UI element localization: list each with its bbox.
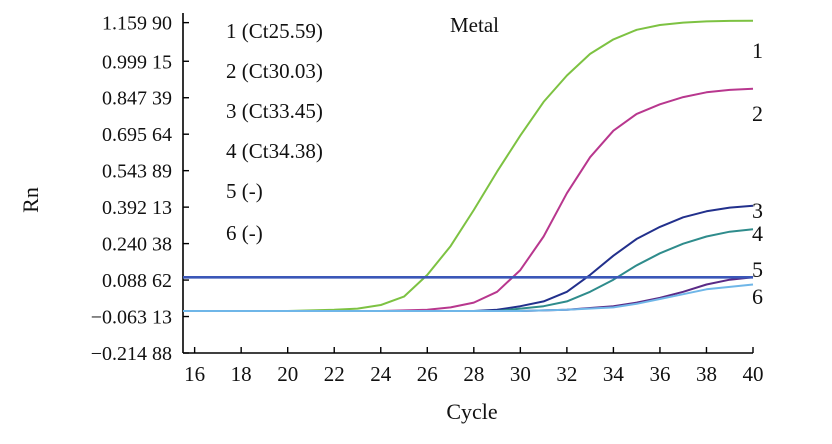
ticks-layer: 1.159 90 0.999 15 0.847 39 0.695 64 0.543 89…: [91, 13, 764, 386]
x-tick-label: 36: [649, 362, 670, 386]
y-axis-title: Rn: [18, 187, 43, 213]
x-tick-label: 22: [324, 362, 345, 386]
y-tick-label: 0.240 38: [102, 234, 172, 256]
x-tick-label: 28: [463, 362, 484, 386]
series-end-label: 6: [752, 284, 763, 309]
x-tick-label: 38: [696, 362, 717, 386]
x-tick-label: 34: [603, 362, 625, 386]
y-tick-label: 0.543 89: [102, 161, 172, 183]
series-end-label: 5: [752, 257, 763, 282]
y-tick-label: 0.392 13: [102, 197, 172, 219]
legend-entry: 4 (Ct34.38): [226, 139, 323, 163]
x-axis-title: Cycle: [446, 399, 497, 424]
series-line-2: [183, 87, 754, 312]
series-end-label: 1: [752, 38, 763, 63]
series-end-label: 4: [752, 221, 763, 246]
x-tick-label: 30: [510, 362, 531, 386]
series-end-label: 3: [752, 198, 763, 223]
series-line-4: [183, 228, 754, 312]
series-layer: [183, 19, 754, 312]
y-tick-label: 0.088 62: [102, 270, 172, 292]
legend-entry: 1 (Ct25.59): [226, 19, 323, 43]
x-tick-label: 20: [277, 362, 298, 386]
legend-entry: 5 (-): [226, 179, 263, 203]
x-tick-label: 40: [743, 362, 764, 386]
series-line-6: [183, 283, 754, 312]
series-end-labels: 1 2 3 4 5 6: [752, 38, 763, 309]
chart-title: Metal: [450, 13, 499, 37]
plot-area: [182, 13, 753, 354]
y-tick-label: 0.847 39: [102, 88, 172, 110]
y-tick-label: −0.063 13: [91, 307, 172, 329]
legend: 1 (Ct25.59) 2 (Ct30.03) 3 (Ct33.45) 4 (C…: [226, 19, 323, 245]
y-tick-label: 0.695 64: [102, 124, 172, 146]
y-tick-label: 1.159 90: [102, 13, 172, 35]
x-tick-label: 16: [184, 362, 205, 386]
y-tick-label: 0.999 15: [102, 51, 172, 73]
y-tick-label: −0.214 88: [91, 343, 172, 365]
x-tick-label: 26: [417, 362, 438, 386]
series-end-label: 2: [752, 101, 763, 126]
series-line-3: [183, 204, 754, 312]
x-tick-label: 24: [370, 362, 392, 386]
series-line-1: [183, 19, 754, 312]
legend-entry: 2 (Ct30.03): [226, 59, 323, 83]
legend-entry: 6 (-): [226, 221, 263, 245]
legend-entry: 3 (Ct33.45): [226, 99, 323, 123]
series-line-5: [183, 276, 754, 312]
x-tick-label: 32: [556, 362, 577, 386]
x-tick-label: 18: [231, 362, 252, 386]
